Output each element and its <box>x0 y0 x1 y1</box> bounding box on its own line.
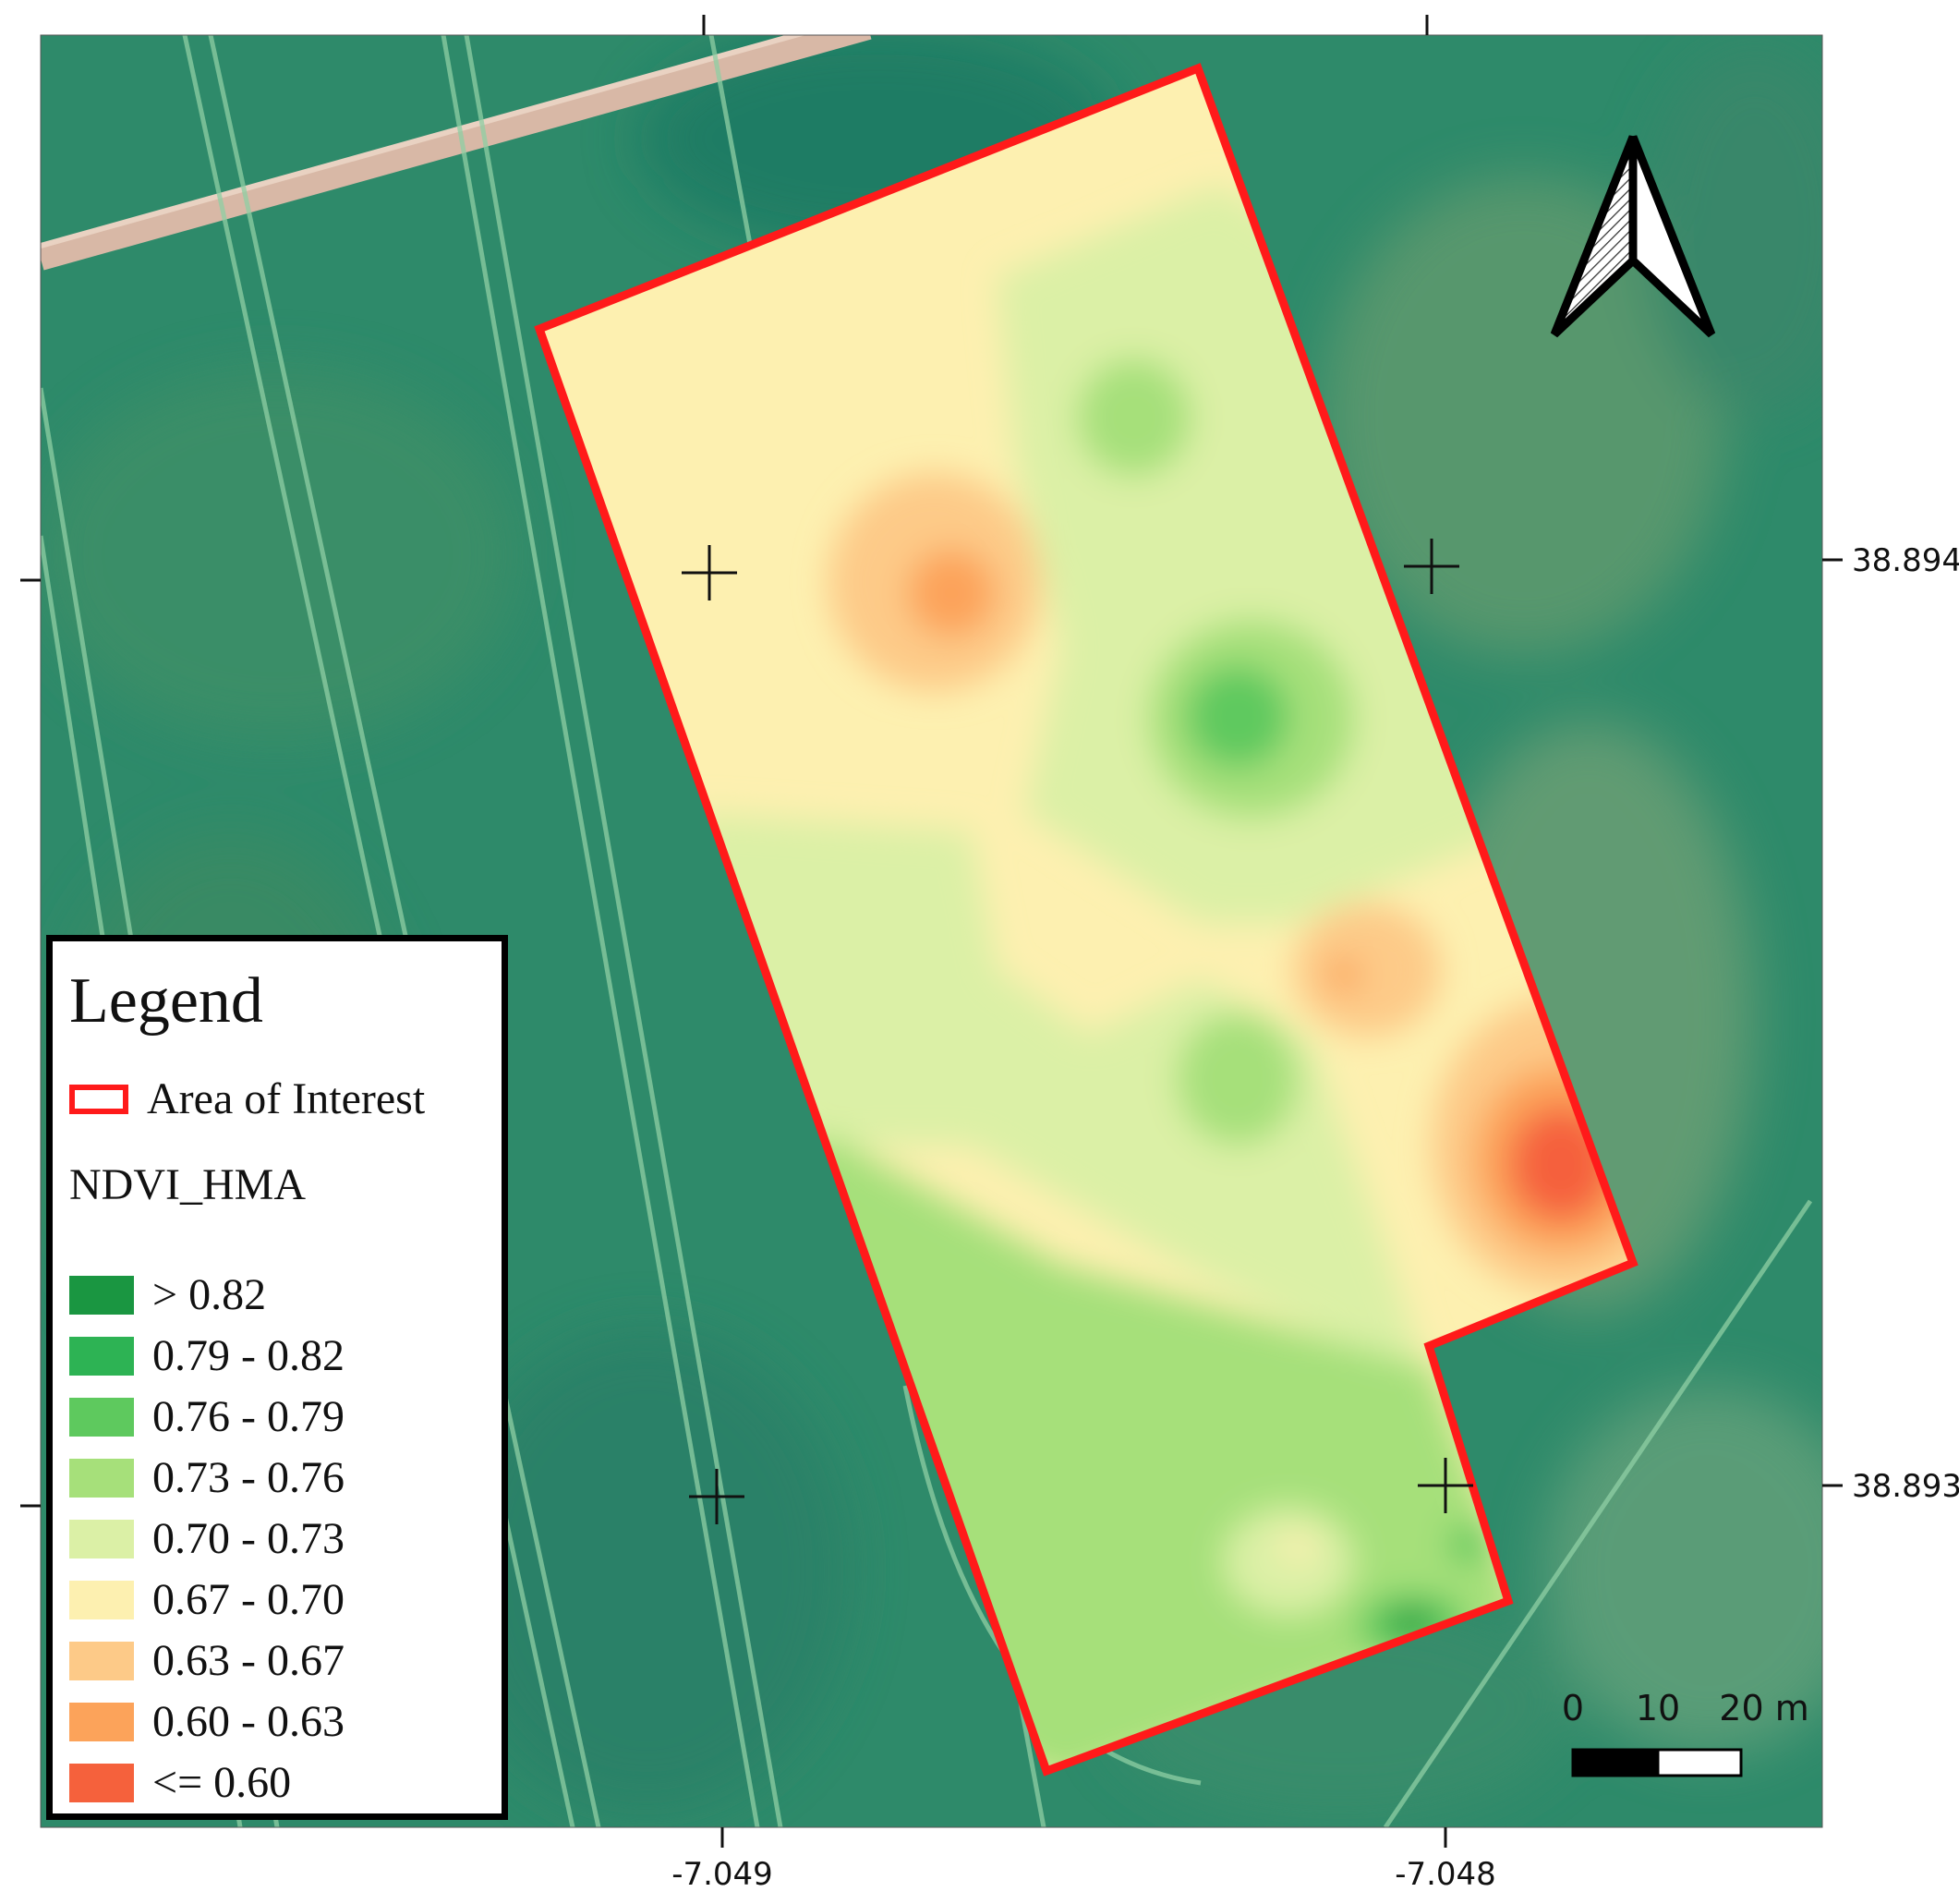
map-frame <box>40 34 1823 1828</box>
legend-class-label: 0.76 - 0.79 <box>152 1392 345 1441</box>
legend-class-label: 0.79 - 0.82 <box>152 1331 345 1380</box>
legend-class-item: 0.67 - 0.70 <box>69 1575 345 1624</box>
legend-class-item: 0.79 - 0.82 <box>69 1331 345 1380</box>
legend-layer-name: NDVI_HMA <box>69 1160 306 1209</box>
legend-class-label: 0.70 - 0.73 <box>152 1514 345 1563</box>
legend-area-label: Area of Interest <box>147 1074 426 1123</box>
graticule-cross <box>689 1469 744 1524</box>
legend-class-item: 0.70 - 0.73 <box>69 1514 345 1563</box>
scale-label-0: 0 <box>1562 1688 1584 1728</box>
legend-panel: Legend Area of Interest NDVI_HMA > 0.82 0… <box>46 935 508 1820</box>
graticule-cross <box>1418 1458 1473 1513</box>
legend-class-swatch <box>69 1459 134 1498</box>
legend-class-swatch <box>69 1520 134 1558</box>
legend-class-label: 0.63 - 0.67 <box>152 1636 345 1685</box>
legend-class-swatch <box>69 1642 134 1680</box>
latitude-label-1: 38.894 <box>1852 542 1959 579</box>
legend-class-item: <= 0.60 <box>69 1758 292 1807</box>
legend-class-swatch <box>69 1276 134 1315</box>
graticule-cross <box>682 545 737 600</box>
legend-class-label: 0.73 - 0.76 <box>152 1453 345 1502</box>
legend-title: Legend <box>69 965 263 1037</box>
latitude-label-2: 38.893 <box>1852 1468 1959 1505</box>
scale-bar: 0 10 20 m <box>1562 1688 1809 1777</box>
graticule-crosses <box>682 539 1473 1524</box>
frame-ticks <box>20 15 1843 1848</box>
north-arrow-icon <box>1550 135 1716 338</box>
legend-class-swatch <box>69 1337 134 1376</box>
legend-class-label: <= 0.60 <box>152 1758 292 1807</box>
legend-class-swatch <box>69 1398 134 1437</box>
legend-class-label: 0.67 - 0.70 <box>152 1575 345 1624</box>
scale-label-20m: 20 m <box>1719 1688 1808 1728</box>
legend-class-item: 0.73 - 0.76 <box>69 1453 345 1502</box>
longitude-label-2: -7.048 <box>1395 1856 1496 1893</box>
legend-class-swatch <box>69 1581 134 1619</box>
legend-class-swatch <box>69 1703 134 1741</box>
longitude-label-1: -7.049 <box>671 1856 773 1893</box>
legend-area-of-interest: Area of Interest <box>69 1074 426 1123</box>
legend-class-label: > 0.82 <box>152 1270 267 1319</box>
area-of-interest-outline <box>534 63 1639 1777</box>
legend-class-swatch <box>69 1764 134 1802</box>
legend-class-item: 0.76 - 0.79 <box>69 1392 345 1441</box>
legend-class-item: > 0.82 <box>69 1270 267 1319</box>
legend-class-label: 0.60 - 0.63 <box>152 1697 345 1746</box>
area-of-interest-swatch <box>69 1085 128 1114</box>
scale-label-10: 10 <box>1636 1688 1680 1728</box>
legend-class-item: 0.63 - 0.67 <box>69 1636 345 1685</box>
legend-class-item: 0.60 - 0.63 <box>69 1697 345 1746</box>
graticule-cross <box>1404 539 1459 594</box>
